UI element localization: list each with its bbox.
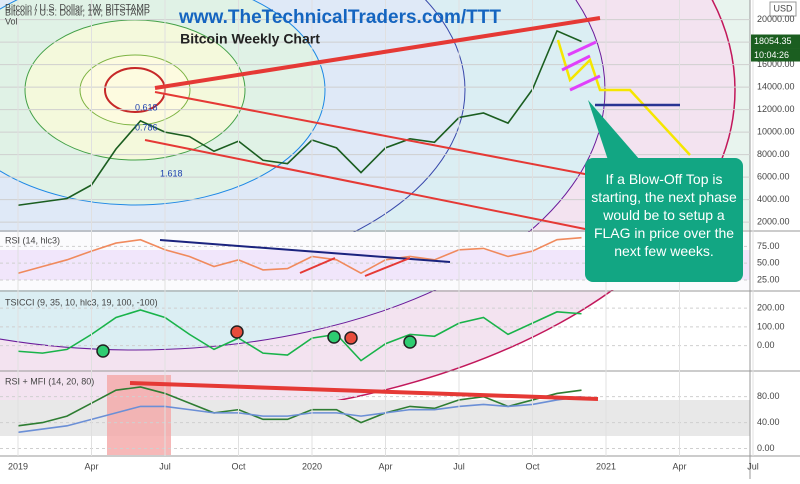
callout-text-box: If a Blow-Off Top is starting, the next … xyxy=(591,171,737,259)
x-tick-label: Apr xyxy=(84,461,98,471)
price-tag xyxy=(751,34,800,49)
y-tick-label: 14000.00 xyxy=(757,82,795,92)
countdown-tag xyxy=(751,48,800,62)
x-tick-label: Apr xyxy=(672,461,686,471)
y-tick-label: 50.00 xyxy=(757,258,780,268)
symbol-title: Bitcoin / U.S. Dollar, 1W, BITSTAMP xyxy=(5,2,150,12)
trendline xyxy=(144,139,591,231)
panel-title: RSI (14, hlc3) xyxy=(5,235,60,245)
y-tick-label: 40.00 xyxy=(757,417,780,427)
y-tick-label: 4000.00 xyxy=(757,194,790,204)
y-tick-label: 10000.00 xyxy=(757,127,795,137)
y-tick-label: 100.00 xyxy=(757,321,785,331)
currency-box xyxy=(769,1,797,17)
ring xyxy=(79,54,191,126)
fib-label: 0.786 xyxy=(135,122,158,132)
panel-title: TSICCI (9, 35, 10, hlc3, 19, 100, -100) xyxy=(5,297,158,307)
currency: USD xyxy=(773,3,793,13)
y-tick-label: 12000.00 xyxy=(757,104,795,114)
flag xyxy=(569,74,601,92)
series-line xyxy=(17,309,582,362)
fib-label: 0.618 xyxy=(135,102,158,112)
trendline xyxy=(154,91,591,176)
y-tick-label: 25.00 xyxy=(757,274,780,284)
axis-bg xyxy=(750,0,800,479)
highlight-zone xyxy=(107,375,171,455)
countdown: 10:04:26 xyxy=(754,50,789,60)
series-line xyxy=(17,29,582,207)
y-tick-label: 200.00 xyxy=(757,303,785,313)
callout xyxy=(585,158,743,282)
series-line xyxy=(17,395,582,434)
signal-dot xyxy=(344,331,358,345)
drawings xyxy=(96,16,743,401)
trendline xyxy=(159,239,451,263)
panel-title: Bitcoin / U.S. Dollar, 1W, BITSTAMP xyxy=(5,7,150,17)
price-label: 18054.35 xyxy=(754,36,792,46)
projection xyxy=(556,39,691,156)
y-tick-label: 75.00 xyxy=(757,241,780,251)
panel-title: RSI + MFI (14, 20, 80) xyxy=(5,376,94,386)
callout-arrow xyxy=(588,100,640,172)
signal-dot xyxy=(327,330,341,344)
x-tick-label: 2019 xyxy=(8,461,28,471)
signal-dot xyxy=(230,325,244,339)
x-tick-label: 2020 xyxy=(302,461,322,471)
flag xyxy=(567,40,597,57)
y-tick-label: 0.00 xyxy=(757,340,775,350)
y-tick-label: 2000.00 xyxy=(757,217,790,227)
y-tick-label: 0.00 xyxy=(757,443,775,453)
x-tick-label: Jul xyxy=(453,461,465,471)
trendline xyxy=(154,16,601,90)
x-tick-label: Jul xyxy=(159,461,171,471)
trendline xyxy=(299,257,336,274)
y-tick-label: 8000.00 xyxy=(757,149,790,159)
x-tick-label: 2021 xyxy=(596,461,616,471)
signal-dot xyxy=(96,344,110,358)
y-tick-label: 6000.00 xyxy=(757,172,790,182)
x-tick-label: Jul xyxy=(747,461,759,471)
x-tick-label: Oct xyxy=(231,461,246,471)
x-tick-label: Oct xyxy=(525,461,540,471)
trendline xyxy=(129,381,599,401)
flag xyxy=(561,54,591,72)
y-tick-label: 80.00 xyxy=(757,391,780,401)
signal-dot xyxy=(403,335,417,349)
fib-label: 1.618 xyxy=(160,168,183,178)
x-tick-label: Apr xyxy=(378,461,392,471)
callout-text: If a Blow-Off Top is starting, the next … xyxy=(591,171,737,259)
series-line xyxy=(17,236,582,275)
y-tick-label: 16000.00 xyxy=(757,59,795,69)
vol-label: Vol xyxy=(5,16,18,26)
watermark: www.TheTechnicalTraders.com/TTT xyxy=(178,7,501,28)
heading: Bitcoin Weekly Chart xyxy=(180,31,320,47)
trendline xyxy=(364,257,411,277)
y-tick-label: 20000.00 xyxy=(757,14,795,24)
